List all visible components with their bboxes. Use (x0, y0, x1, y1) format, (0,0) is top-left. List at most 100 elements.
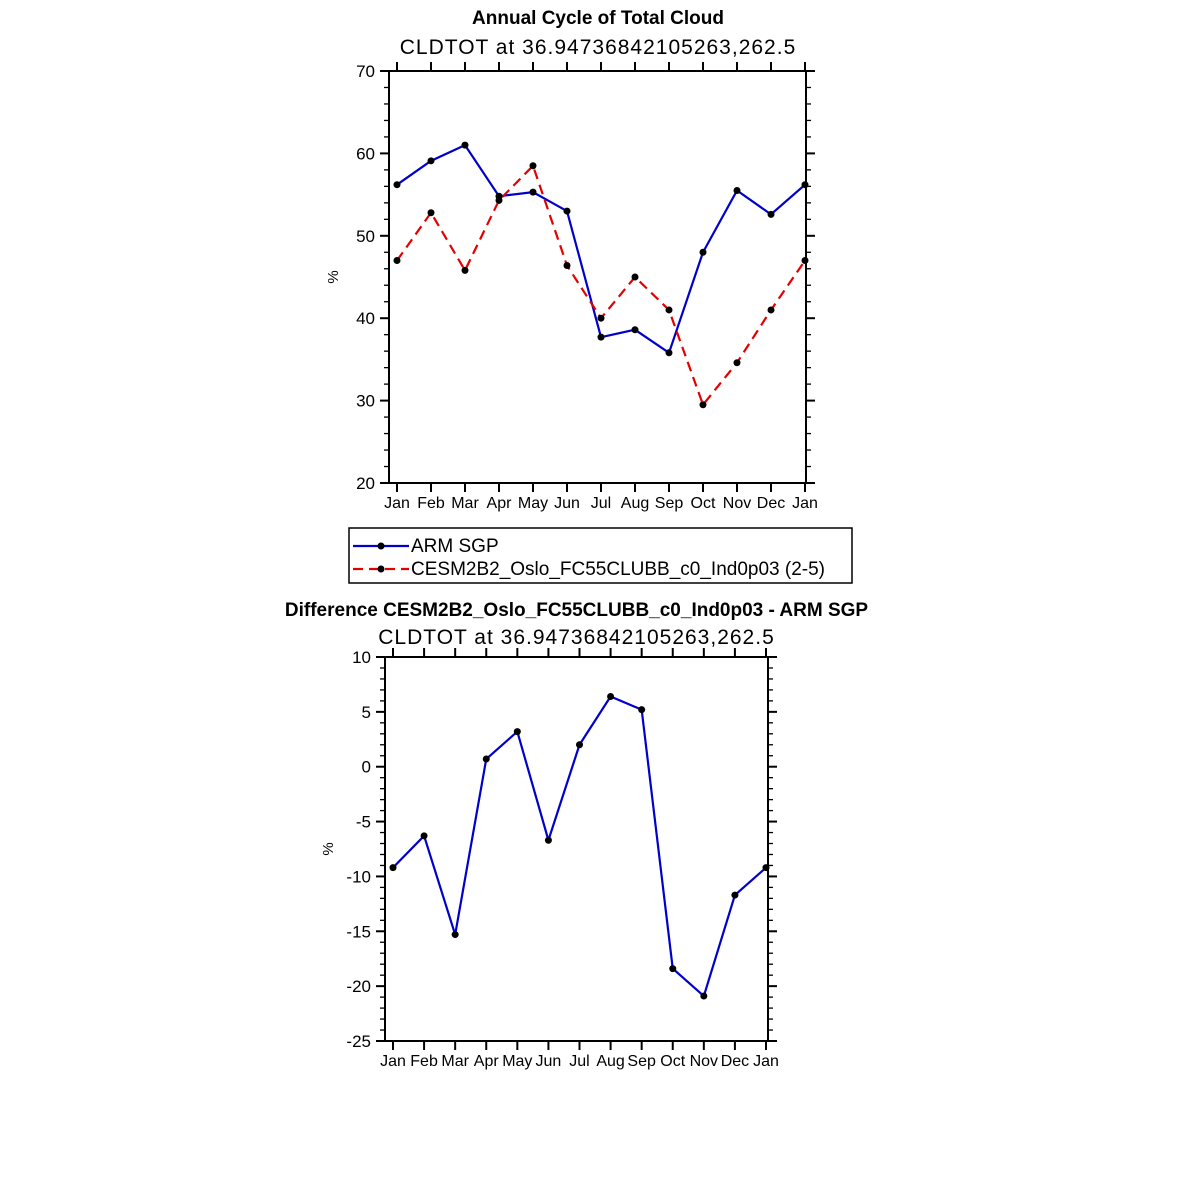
data-point-marker (451, 931, 459, 939)
data-point-marker (389, 864, 397, 872)
x-tick-label: Jan (753, 1053, 779, 1070)
x-axis: Jan Feb Mar Apr May Jun Jul Aug Sep Oct Nov Dec Jan (380, 648, 779, 1070)
data-point-marker (699, 401, 707, 409)
data-point-marker (665, 306, 673, 314)
y-tick-label: -25 (346, 1032, 371, 1051)
data-point-marker (733, 186, 741, 194)
series-line-cesm2b2-oslo-fc55clubb-c0-ind0p03-2-5- (396, 163, 806, 407)
data-point-marker (597, 333, 605, 341)
y-axis: 20 30 40 50 60 70 (356, 62, 815, 493)
y-tick-label: 60 (356, 144, 375, 163)
x-tick-label: Jan (792, 495, 818, 512)
data-point-marker (482, 755, 490, 763)
bottom-chart-subtitle: CLDTOT at 36.94736842105263,262.5 (378, 626, 775, 649)
y-axis: -25 -20 -15 -10 -5 0 5 10 (346, 648, 777, 1051)
x-tick-label: Oct (691, 495, 716, 512)
data-point-marker (420, 832, 428, 840)
data-point-marker (513, 728, 521, 736)
y-tick-label: 50 (356, 227, 375, 246)
y-tick-label: 70 (356, 62, 375, 81)
x-tick-label: Mar (451, 495, 479, 512)
data-point-marker (576, 741, 583, 749)
y-axis-label: % (325, 270, 342, 283)
legend: ARM SGPCESM2B2_Oslo_FC55CLUBB_c0_Ind0p03… (348, 527, 853, 584)
y-tick-label: -15 (346, 922, 371, 941)
x-tick-label: Sep (655, 495, 684, 512)
data-point-marker (427, 157, 435, 165)
annual-cycle-plot: 20 30 40 50 60 70 Jan Feb Mar Apr May Jun Jul Aug Sep O… (325, 62, 818, 512)
data-point-marker (544, 836, 552, 844)
data-point-marker (700, 992, 708, 1000)
data-point-marker (427, 209, 435, 217)
data-point-marker (495, 196, 503, 204)
x-tick-label: Feb (410, 1053, 438, 1070)
y-tick-label: -10 (346, 867, 371, 886)
y-tick-label: 30 (356, 392, 375, 411)
y-tick-label: 20 (356, 474, 375, 493)
legend-label: ARM SGP (411, 536, 499, 557)
data-point-marker (461, 266, 469, 274)
legend-label: CESM2B2_Oslo_FC55CLUBB_c0_Ind0p03 (2-5) (411, 559, 825, 580)
data-point-marker (631, 273, 639, 281)
x-tick-label: May (502, 1053, 532, 1070)
x-tick-label: Mar (441, 1053, 469, 1070)
x-tick-label: May (518, 495, 548, 512)
top-chart-subtitle: CLDTOT at 36.94736842105263,262.5 (399, 36, 797, 59)
top-chart-title: Annual Cycle of Total Cloud (472, 8, 724, 29)
bottom-chart-title: Difference CESM2B2_Oslo_FC55CLUBB_c0_Ind… (284, 600, 869, 621)
y-axis-label: % (320, 842, 337, 855)
x-tick-label: Aug (596, 1053, 624, 1070)
data-point-marker (699, 248, 707, 256)
x-tick-label: Nov (690, 1053, 718, 1070)
data-point-marker (669, 965, 677, 973)
data-point-marker (638, 706, 646, 714)
y-tick-label: -20 (346, 977, 371, 996)
x-tick-label: Jan (380, 1053, 406, 1070)
data-point-marker (461, 141, 469, 149)
x-tick-label: Oct (660, 1053, 685, 1070)
x-tick-label: Aug (621, 495, 649, 512)
legend-marker-sample (377, 542, 385, 550)
plot-frame (384, 656, 769, 1042)
x-tick-label: Sep (627, 1053, 656, 1070)
data-point-marker (529, 162, 537, 170)
data-point-marker (563, 261, 571, 269)
data-point-marker (801, 257, 809, 265)
x-axis: Jan Feb Mar Apr May Jun Jul Aug Sep Oct Nov Dec Jan (384, 62, 818, 512)
data-point-marker (801, 181, 809, 189)
x-tick-label: Apr (487, 495, 513, 512)
data-point-marker (731, 891, 739, 899)
data-point-marker (607, 692, 615, 700)
x-tick-label: Jul (569, 1053, 589, 1070)
plot-frame (388, 70, 807, 484)
legend-marker-sample (377, 565, 385, 573)
data-point-marker (529, 188, 537, 196)
y-tick-label: 5 (362, 703, 371, 722)
x-tick-label: Dec (757, 495, 785, 512)
x-tick-label: Apr (474, 1053, 500, 1070)
data-point-marker (393, 257, 401, 265)
data-point-marker (767, 306, 775, 314)
legend-box (348, 527, 853, 584)
data-point-marker (733, 359, 741, 367)
x-tick-label: Feb (417, 495, 445, 512)
y-tick-label: 40 (356, 309, 375, 328)
x-tick-label: Jun (554, 495, 580, 512)
data-point-marker (631, 326, 639, 334)
data-point-marker (597, 314, 605, 322)
data-point-marker (762, 864, 770, 872)
data-point-marker (665, 349, 673, 357)
x-tick-label: Jun (536, 1053, 562, 1070)
y-tick-label: -5 (356, 813, 371, 832)
y-tick-label: 0 (362, 758, 371, 777)
data-point-marker (563, 207, 571, 215)
x-tick-label: Jul (591, 495, 611, 512)
x-tick-label: Nov (723, 495, 751, 512)
x-tick-label: Dec (721, 1053, 749, 1070)
y-tick-label: 10 (352, 648, 371, 667)
x-tick-label: Jan (384, 495, 410, 512)
data-point-marker (767, 210, 775, 218)
